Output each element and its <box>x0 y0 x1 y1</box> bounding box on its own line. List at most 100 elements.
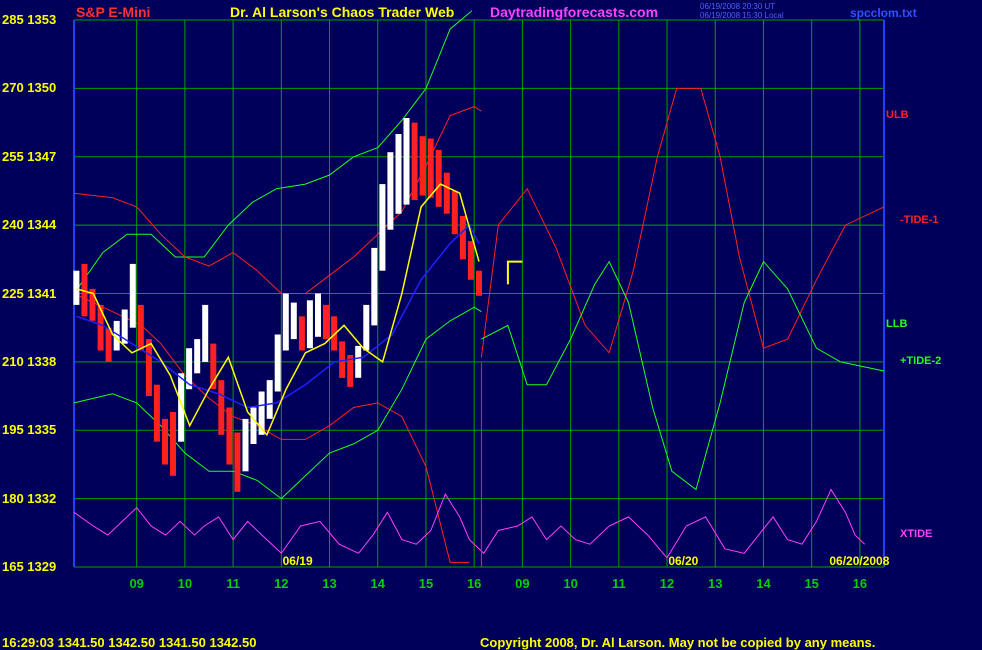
upper-envelope-line <box>73 10 473 294</box>
price-bar <box>435 149 442 207</box>
y-tick-label: 270 1350 <box>2 80 57 96</box>
price-bar <box>81 263 88 317</box>
price-bar <box>419 136 426 196</box>
x-tick-label: 11 <box>611 576 626 591</box>
series-label: ULB <box>886 108 909 121</box>
price-bar <box>395 134 402 214</box>
price-bar <box>250 407 257 444</box>
price-bar <box>282 293 289 351</box>
price-bar <box>339 341 346 378</box>
price-bar <box>371 247 378 326</box>
quote-line: 16:29:03 1341.50 1342.50 1341.50 1342.50 <box>2 635 257 650</box>
price-bar <box>210 343 217 390</box>
x-tick-label: 15 <box>804 576 819 591</box>
x-tick-label: 14 <box>756 576 771 591</box>
price-bar <box>145 339 152 397</box>
average-lines <box>76 183 480 437</box>
timestamp-ut: 06/19/2008 20:30 UT <box>700 2 776 11</box>
price-bar <box>73 270 80 305</box>
envelope-lines <box>73 10 473 563</box>
price-bar <box>306 300 313 349</box>
x-tick-label: 16 <box>852 576 868 591</box>
price-bar <box>258 391 265 435</box>
lower-envelope-line <box>73 293 470 563</box>
site-link[interactable]: Daytradingforecasts.com <box>490 4 659 20</box>
price-bar <box>121 309 128 344</box>
symbol-title: S&P E-Mini <box>76 4 151 20</box>
price-bar <box>379 184 386 271</box>
price-bar <box>178 373 185 442</box>
price-bar <box>242 418 249 472</box>
fast-average-line <box>76 183 480 437</box>
day-label: 06/20 <box>668 554 699 568</box>
y-tick-label: 180 1332 <box>2 490 57 506</box>
price-bar <box>403 118 410 205</box>
y-tick-label: 195 1335 <box>2 422 57 438</box>
x-tick-label: 15 <box>418 576 434 591</box>
price-bar <box>347 355 354 387</box>
series-label: -TIDE-1 <box>900 213 939 226</box>
price-bar <box>153 384 160 442</box>
price-bar <box>89 288 96 321</box>
x-tick-label: 12 <box>659 576 675 591</box>
day-label: 06/19 <box>282 554 313 568</box>
chart-title: Dr. Al Larson's Chaos Trader Web <box>230 4 455 20</box>
day-label: 06/20/2008 <box>829 554 890 568</box>
series-label: +TIDE-2 <box>900 354 942 367</box>
slow-average-line <box>76 223 480 409</box>
price-bar <box>113 320 120 351</box>
y-tick-label: 285 1353 <box>2 12 57 27</box>
price-bar <box>363 304 370 351</box>
price-bar <box>331 316 338 351</box>
llb-forecast-line <box>481 260 885 491</box>
x-tick-label: 13 <box>708 576 723 591</box>
price-bar <box>170 412 176 476</box>
price-bar <box>459 216 466 260</box>
series-label: LLB <box>886 318 908 331</box>
price-bar <box>137 304 144 351</box>
price-bar <box>476 270 482 296</box>
price-bar <box>105 327 112 362</box>
price-bar <box>411 122 418 201</box>
price-bar <box>186 348 193 390</box>
price-bar <box>443 172 450 214</box>
price-bar <box>266 380 273 419</box>
y-tick-label: 240 1344 <box>2 217 57 233</box>
x-tick-label: 10 <box>563 576 578 591</box>
price-bar <box>162 418 168 465</box>
y-tick-label: 210 1338 <box>2 353 57 369</box>
x-tick-label: 09 <box>129 576 144 591</box>
x-tick-label: 09 <box>515 576 530 591</box>
forecast-flag <box>506 260 523 285</box>
series-label: XTIDE <box>900 528 933 541</box>
copyright-line: Copyright 2008, Dr. Al Larson. May not b… <box>480 635 876 650</box>
price-bar <box>323 304 329 340</box>
price-bar <box>218 380 225 435</box>
price-bar <box>467 241 474 280</box>
xtide-line <box>73 488 866 559</box>
price-bars <box>73 118 482 492</box>
price-bar <box>290 302 297 340</box>
price-bar <box>387 152 394 230</box>
price-bar <box>274 334 281 392</box>
y-tick-label: 225 1341 <box>2 285 57 301</box>
price-bar <box>427 138 434 198</box>
price-bar <box>97 304 104 351</box>
timestamp-local: 06/19/2008 15:30 Local <box>700 11 784 20</box>
price-bar <box>202 304 209 362</box>
price-bar <box>194 339 201 374</box>
x-tick-label: 10 <box>177 576 193 591</box>
misc-marks <box>480 260 523 567</box>
price-bar <box>451 190 458 235</box>
file-name: spcclom.txt <box>850 6 917 20</box>
y-tick-label: 165 1329 <box>2 559 57 574</box>
x-tick-label: 13 <box>322 576 337 591</box>
price-bar <box>355 345 362 378</box>
price-bar <box>234 432 241 492</box>
price-bar <box>298 316 305 351</box>
x-tick-label: 11 <box>226 576 240 591</box>
xtide-line <box>73 488 866 559</box>
ulb-forecast-line <box>480 87 885 358</box>
